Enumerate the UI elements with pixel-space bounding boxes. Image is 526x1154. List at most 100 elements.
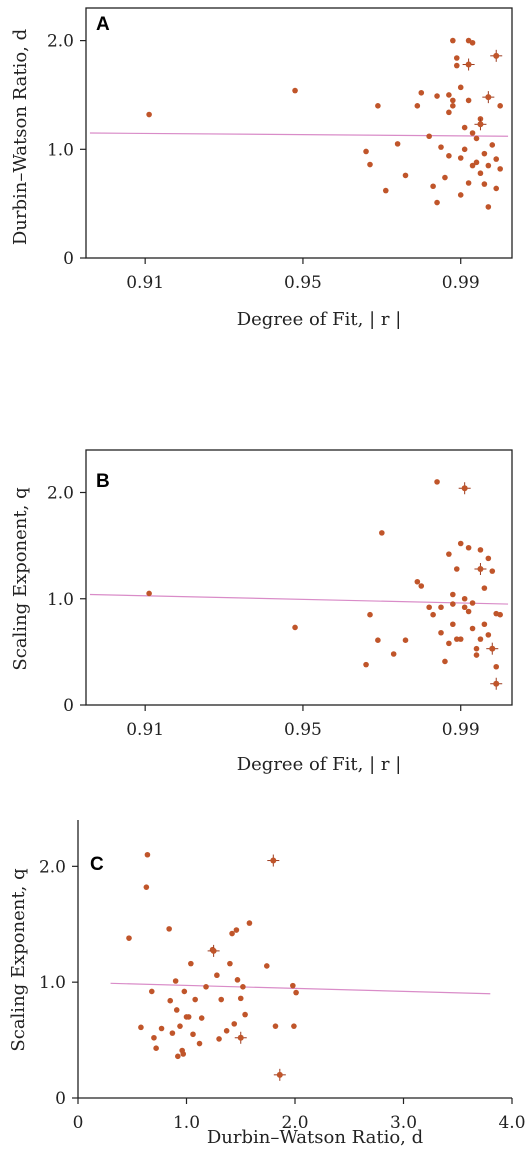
data-point — [169, 1030, 176, 1036]
data-point — [453, 62, 460, 69]
data-point — [291, 1023, 297, 1029]
data-point — [446, 640, 452, 647]
data-point — [290, 982, 296, 989]
data-point — [418, 89, 425, 96]
data-point — [375, 103, 381, 109]
data-point — [473, 652, 480, 658]
error-point — [207, 944, 220, 957]
data-point — [146, 590, 152, 597]
data-point — [469, 39, 476, 46]
data-point — [143, 884, 150, 890]
trend-line — [110, 982, 491, 995]
data-point — [270, 857, 277, 864]
data-point — [465, 608, 472, 615]
error-point — [234, 1031, 247, 1044]
data-point — [177, 1023, 183, 1029]
x-tick-label: 0 — [73, 1113, 84, 1133]
data-point — [196, 1040, 203, 1047]
data-point — [457, 192, 464, 198]
data-point — [153, 1045, 159, 1051]
data-point — [489, 645, 496, 652]
error-point — [462, 58, 475, 71]
y-axis-label-b: Scaling Exponent, q — [10, 487, 31, 670]
data-point — [477, 121, 484, 128]
data-point — [485, 555, 492, 562]
data-point — [379, 530, 385, 536]
data-point — [489, 142, 496, 148]
data-point — [375, 637, 381, 643]
x-tick-label: 3.0 — [390, 1113, 417, 1133]
error-point — [474, 118, 487, 131]
data-point — [138, 1024, 144, 1031]
data-point — [188, 960, 194, 967]
data-point — [218, 996, 225, 1003]
data-point — [246, 920, 253, 926]
data-point — [175, 1053, 181, 1060]
error-point — [490, 49, 503, 62]
y-tick-label: 2.0 — [39, 857, 66, 877]
data-point — [382, 187, 389, 194]
panel-label-c: C — [90, 854, 104, 875]
data-point — [151, 1034, 157, 1041]
data-point — [461, 595, 468, 602]
data-point — [481, 181, 488, 187]
panel-label-b: B — [96, 471, 110, 492]
data-point — [363, 148, 369, 155]
data-point — [223, 1028, 230, 1034]
panel-c: C Durbin–Watson Ratio, d Scaling Exponen… — [8, 820, 526, 1148]
data-point — [414, 578, 421, 585]
data-point — [461, 146, 468, 153]
x-axis-label-b: Degree of Fit, | r | — [237, 754, 402, 775]
trend-line — [89, 132, 509, 137]
y-tick-label: 2.0 — [47, 32, 74, 52]
data-point — [430, 611, 436, 618]
data-point — [172, 978, 179, 984]
data-point — [453, 566, 460, 572]
y-tick-label: 0 — [63, 696, 74, 716]
data-point — [394, 141, 401, 147]
data-point — [181, 988, 188, 995]
data-point — [367, 161, 373, 168]
x-tick-label: 0.91 — [126, 720, 164, 740]
error-point — [474, 563, 487, 575]
data-point — [198, 1015, 205, 1021]
data-point — [442, 658, 448, 665]
data-point — [158, 1025, 165, 1032]
data-point — [477, 170, 484, 177]
data-point — [229, 930, 235, 937]
data-point — [465, 544, 472, 551]
panel-b: B Degree of Fit, | r | Scaling Exponent,… — [10, 449, 513, 775]
data-point — [446, 153, 452, 159]
data-point — [497, 103, 503, 109]
data-point — [237, 1034, 244, 1041]
data-point — [148, 988, 155, 995]
y-tick-label: 2.0 — [47, 484, 74, 504]
data-point — [390, 651, 397, 657]
error-point — [267, 854, 280, 867]
data-point — [210, 947, 217, 954]
data-point — [192, 996, 198, 1003]
plot-area-b: 0.91 0.95 0.99 0 1.0 2.0 — [47, 449, 513, 740]
data-point — [237, 995, 244, 1002]
data-point — [481, 585, 488, 591]
data-point — [469, 625, 476, 632]
data-point — [438, 604, 444, 611]
data-point — [473, 135, 480, 142]
data-point — [438, 629, 444, 636]
data-point — [493, 663, 500, 670]
data-point — [231, 1021, 238, 1027]
data-point — [146, 111, 152, 118]
data-point — [446, 551, 452, 557]
data-point — [190, 1031, 196, 1038]
data-point — [438, 144, 444, 150]
y-axis-label-a: Durbin–Watson Ratio, d — [10, 29, 31, 245]
data-point — [469, 130, 476, 136]
data-point — [233, 927, 240, 933]
plot-area-c: 0 1.0 2.0 3.0 4.0 0 1.0 2.0 — [39, 820, 526, 1133]
data-point — [292, 624, 298, 631]
data-point — [461, 604, 468, 611]
data-point — [465, 61, 472, 68]
data-point — [481, 150, 488, 157]
data-point — [493, 52, 500, 59]
